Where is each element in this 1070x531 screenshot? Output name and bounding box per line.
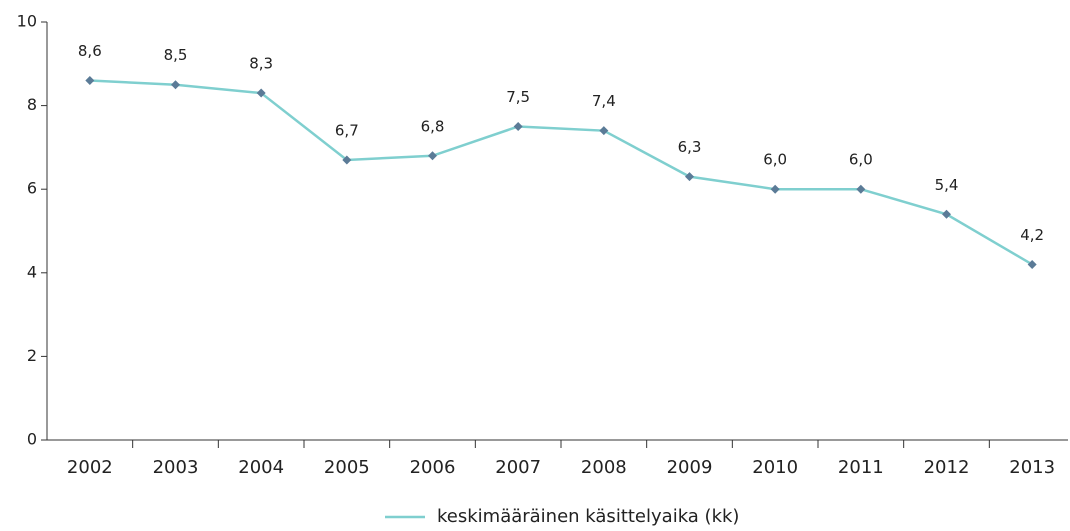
x-tick-label: 2013 xyxy=(1009,457,1055,478)
data-label: 7,5 xyxy=(506,88,530,106)
x-tick-label: 2006 xyxy=(410,457,456,478)
point-marker xyxy=(85,76,95,86)
x-tick-label: 2012 xyxy=(924,457,970,478)
point-marker xyxy=(599,126,609,136)
x-tick-label: 2008 xyxy=(581,457,627,478)
data-label: 5,4 xyxy=(935,176,959,194)
legend-label: keskimääräinen käsittelyaika (kk) xyxy=(437,506,739,527)
point-marker xyxy=(770,184,780,194)
x-tick-label: 2005 xyxy=(324,457,370,478)
y-tick-label: 2 xyxy=(27,346,37,365)
x-tick-label: 2007 xyxy=(495,457,541,478)
y-tick-label: 8 xyxy=(27,95,37,114)
y-tick-label: 6 xyxy=(27,179,37,198)
y-tick-label: 0 xyxy=(27,430,37,449)
point-marker xyxy=(1027,259,1037,269)
data-label: 6,0 xyxy=(763,151,787,169)
point-marker xyxy=(256,88,266,98)
data-label: 8,3 xyxy=(249,55,273,73)
data-label: 6,7 xyxy=(335,121,359,139)
data-label: 6,0 xyxy=(849,151,873,169)
point-marker xyxy=(428,151,437,161)
series-line xyxy=(89,79,1033,266)
x-tick-label: 2002 xyxy=(67,457,113,478)
y-tick-label: 4 xyxy=(27,262,37,281)
x-tick-label: 2009 xyxy=(667,457,713,478)
point-marker xyxy=(513,122,523,131)
data-label: 6,8 xyxy=(421,117,445,135)
data-label: 8,6 xyxy=(78,42,102,60)
y-tick-label: 10 xyxy=(17,12,37,31)
data-label: 6,3 xyxy=(678,138,702,156)
x-tick-label: 2010 xyxy=(752,457,798,478)
data-label: 4,2 xyxy=(1020,226,1044,244)
point-marker xyxy=(171,80,180,90)
point-marker xyxy=(942,209,951,219)
data-label: 7,4 xyxy=(592,92,616,110)
x-tick-label: 2011 xyxy=(838,457,884,478)
x-tick-label: 2003 xyxy=(153,457,199,478)
point-marker xyxy=(685,172,694,182)
x-tick-label: 2004 xyxy=(238,457,284,478)
data-label: 8,5 xyxy=(164,46,188,64)
point-marker xyxy=(342,155,352,165)
point-marker xyxy=(856,184,866,194)
